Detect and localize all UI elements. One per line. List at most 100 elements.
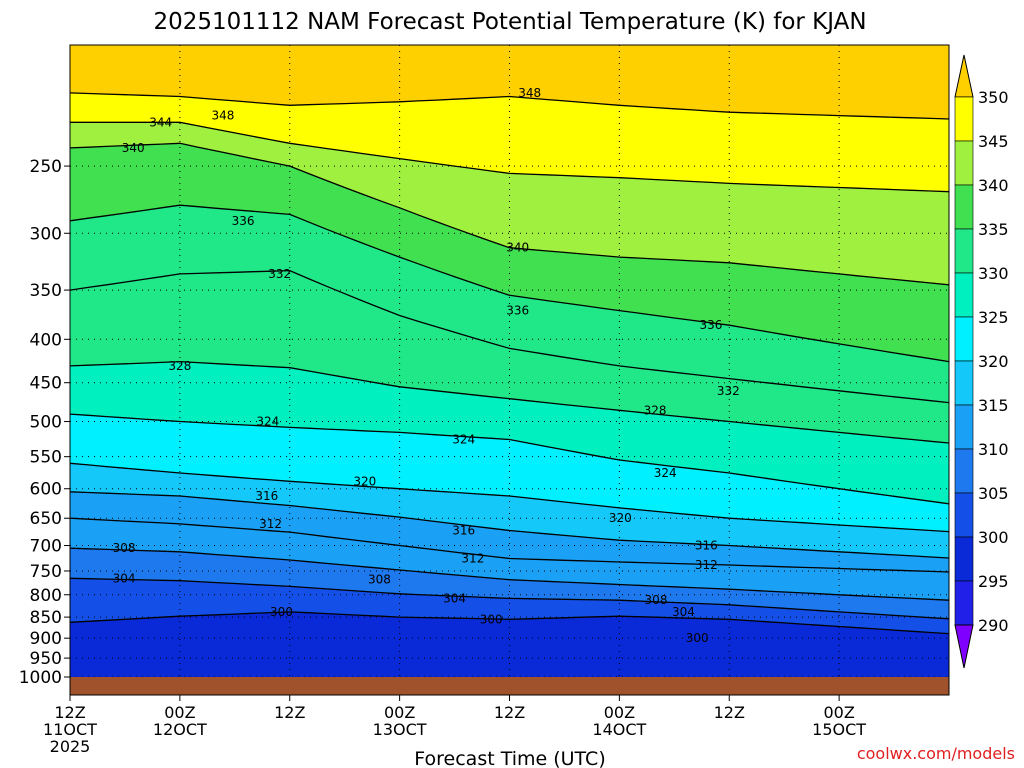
y-tick-label: 450	[30, 374, 62, 394]
colorbar-label: 300	[978, 528, 1009, 547]
contour-label: 304	[672, 605, 695, 619]
contour-label: 344	[149, 115, 172, 129]
contour-label: 332	[268, 267, 291, 281]
colorbar-label: 340	[978, 176, 1009, 195]
x-tick-label: 12Z	[54, 703, 85, 722]
y-tick-label: 800	[30, 586, 62, 606]
contour-line-332	[70, 269, 949, 404]
colorbar-bottom-arrow	[954, 624, 974, 669]
contour-label: 300	[270, 605, 293, 619]
colorbar-label: 310	[978, 440, 1009, 459]
contour-label: 340	[122, 141, 145, 155]
contour-line-312	[70, 517, 949, 573]
y-tick-label: 350	[30, 281, 62, 301]
x-tick-label: 00Z	[604, 703, 635, 722]
colorbar-segment	[954, 316, 974, 362]
contour-line-348	[70, 92, 949, 120]
contour-line-340	[70, 142, 949, 286]
theta-band	[70, 122, 949, 285]
y-tick-label: 700	[30, 537, 62, 557]
x-tick-label: 00Z	[384, 703, 415, 722]
x-tick-label: 00Z	[823, 703, 854, 722]
contour-label: 328	[168, 359, 191, 373]
colorbar-label: 345	[978, 132, 1009, 151]
y-tick-label: 550	[30, 448, 62, 468]
theta-band	[70, 578, 949, 634]
contour-label: 300	[686, 631, 709, 645]
theta-band	[70, 611, 949, 677]
x-tick-label: 13OCT	[373, 720, 427, 739]
x-tick-label: 12Z	[274, 703, 305, 722]
contour-label: 324	[452, 433, 475, 447]
contour-label: 312	[461, 551, 484, 565]
contour-label: 312	[695, 558, 718, 572]
colorbar-label: 315	[978, 396, 1009, 415]
contour-label: 324	[256, 415, 279, 429]
contour-label: 320	[353, 474, 376, 488]
y-tick-label: 1000	[19, 668, 62, 688]
theta-band	[70, 548, 949, 619]
contour-label: 312	[259, 517, 282, 531]
contour-label: 316	[452, 523, 475, 537]
colorbar-segment	[954, 272, 974, 318]
x-tick-label: 11OCT	[43, 720, 97, 739]
contour-label: 308	[368, 573, 391, 587]
colorbar-top-arrow	[954, 54, 974, 98]
contour-label: 324	[654, 466, 677, 480]
credit-text: coolwx.com/models	[857, 744, 1015, 763]
y-tick-label: 600	[30, 480, 62, 500]
colorbar-label: 320	[978, 352, 1009, 371]
colorbar-label: 290	[978, 616, 1009, 635]
contour-line-300	[70, 611, 949, 635]
contour-line-304	[70, 577, 949, 620]
contour-line-308	[70, 547, 949, 601]
x-tick-label: 15OCT	[812, 720, 866, 739]
colorbar-label: 350	[978, 88, 1009, 107]
contour-label: 300	[480, 612, 503, 626]
colorbar-label: 330	[978, 264, 1009, 283]
x-tick-label: 12Z	[494, 703, 525, 722]
colorbar-segment	[954, 448, 974, 494]
contour-label: 328	[644, 403, 667, 417]
colorbar-segment	[954, 360, 974, 406]
contour-label: 316	[255, 489, 278, 503]
colorbar-segment	[954, 184, 974, 230]
colorbar-segment	[954, 580, 974, 626]
contour-line-336	[70, 204, 949, 363]
theta-band	[70, 361, 949, 504]
chart-title: 2025101112 NAM Forecast Potential Temper…	[153, 9, 866, 35]
colorbar-label: 305	[978, 484, 1009, 503]
contour-label: 304	[113, 571, 136, 585]
y-tick-label: 650	[30, 509, 62, 529]
contour-label: 308	[645, 593, 668, 607]
contour-line-344	[70, 121, 949, 193]
theta-band	[70, 463, 949, 558]
x-tick-label: 12Z	[714, 703, 745, 722]
x-tick-label: 14OCT	[592, 720, 646, 739]
contour-label: 348	[518, 86, 541, 100]
colorbar-segment	[954, 96, 974, 142]
contour-label: 348	[211, 109, 234, 123]
colorbar-segment	[954, 140, 974, 186]
y-tick-label: 850	[30, 608, 62, 628]
colorbar-label: 335	[978, 220, 1009, 239]
theta-band	[70, 143, 949, 362]
x-tick-label: 2025	[50, 737, 91, 756]
contour-label: 336	[699, 318, 722, 332]
contour-label: 340	[506, 241, 529, 255]
ground-strip	[70, 677, 949, 695]
colorbar-label: 295	[978, 572, 1009, 591]
contour-label: 308	[113, 541, 136, 555]
contour-line-316	[70, 491, 949, 559]
y-tick-label: 500	[30, 413, 62, 433]
y-tick-label: 950	[30, 649, 62, 669]
contour-label: 320	[609, 511, 632, 525]
theta-band	[70, 414, 949, 532]
y-tick-label: 900	[30, 629, 62, 649]
contour-line-324	[70, 413, 949, 505]
colorbar-segment	[954, 536, 974, 582]
x-tick-label: 12OCT	[153, 720, 207, 739]
x-axis-label: Forecast Time (UTC)	[414, 748, 605, 768]
contour-label: 336	[506, 304, 529, 318]
contour-line-328	[70, 360, 949, 444]
